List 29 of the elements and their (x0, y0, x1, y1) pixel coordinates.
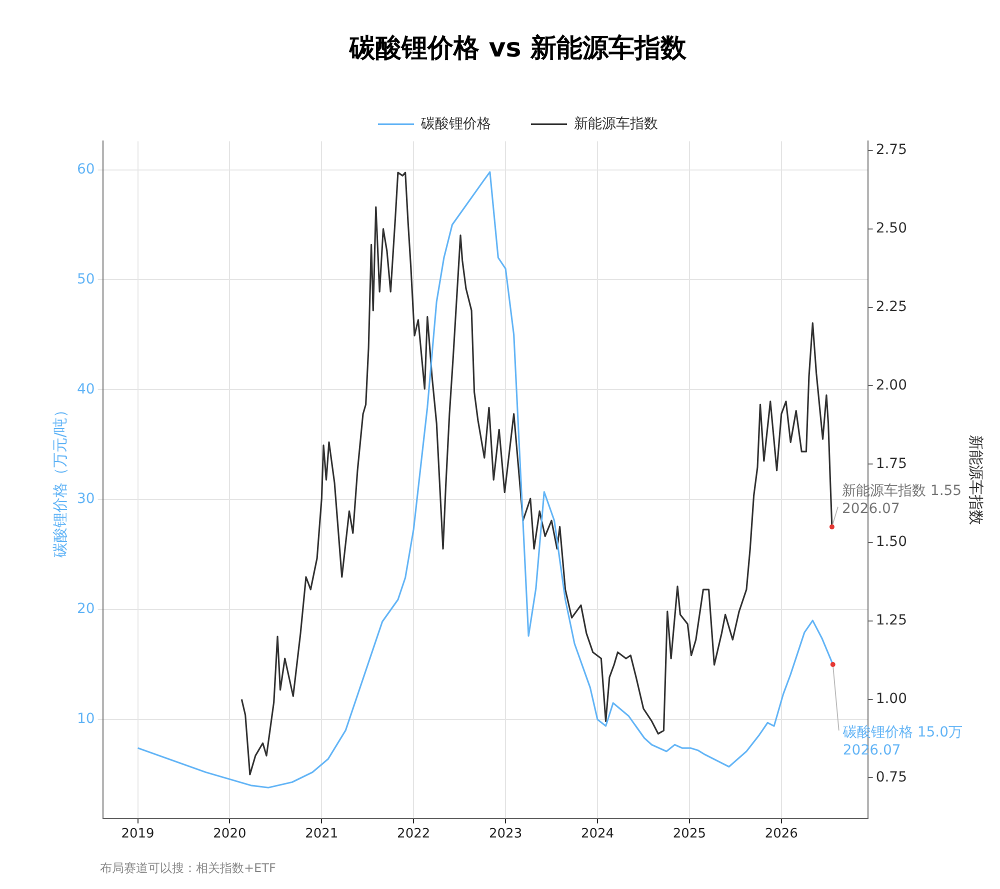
y2-tick-label: 2.75 (876, 142, 907, 158)
x-tick-label: 2024 (580, 826, 614, 842)
y2-tick-label: 2.50 (876, 220, 907, 237)
x-tick-label: 2026 (764, 826, 798, 842)
text: 布局赛道可以搜：相关指数+ETF (100, 861, 276, 876)
y-tick-label: 60 (76, 161, 95, 178)
y2-tick-label: 2.00 (876, 377, 907, 394)
y-tick-label: 50 (76, 271, 95, 288)
y2-tick-label: 1.50 (876, 534, 907, 550)
y2-tick-label: 1.00 (876, 690, 907, 707)
x-tick-label: 2022 (397, 826, 430, 842)
y2-axis-title: 新能源车指数 (967, 434, 986, 525)
x-tick-label: 2025 (672, 826, 706, 842)
y2-tick-label: 1.75 (876, 456, 907, 472)
legend-label: 新能源车指数 (574, 116, 658, 132)
y2-tick-label: 2.25 (876, 299, 907, 316)
y2-tick-label: 0.75 (876, 769, 907, 786)
y-tick-label: 20 (76, 601, 95, 618)
x-tick-label: 2020 (213, 826, 246, 842)
chart-title: 碳酸锂价格 vs 新能源车指数 (348, 33, 688, 64)
x-tick-label: 2023 (489, 826, 522, 842)
y2-tick-label: 1.25 (876, 612, 907, 629)
y-tick-label: 40 (76, 381, 95, 398)
y-tick-label: 30 (76, 491, 95, 508)
y-tick-label: 10 (76, 711, 95, 728)
x-tick-label: 2021 (305, 826, 338, 842)
legend-label: 碳酸锂价格 (420, 116, 491, 132)
x-tick-label: 2019 (121, 826, 154, 842)
y-axis-title: 碳酸锂价格（万元/吨） (50, 402, 69, 558)
